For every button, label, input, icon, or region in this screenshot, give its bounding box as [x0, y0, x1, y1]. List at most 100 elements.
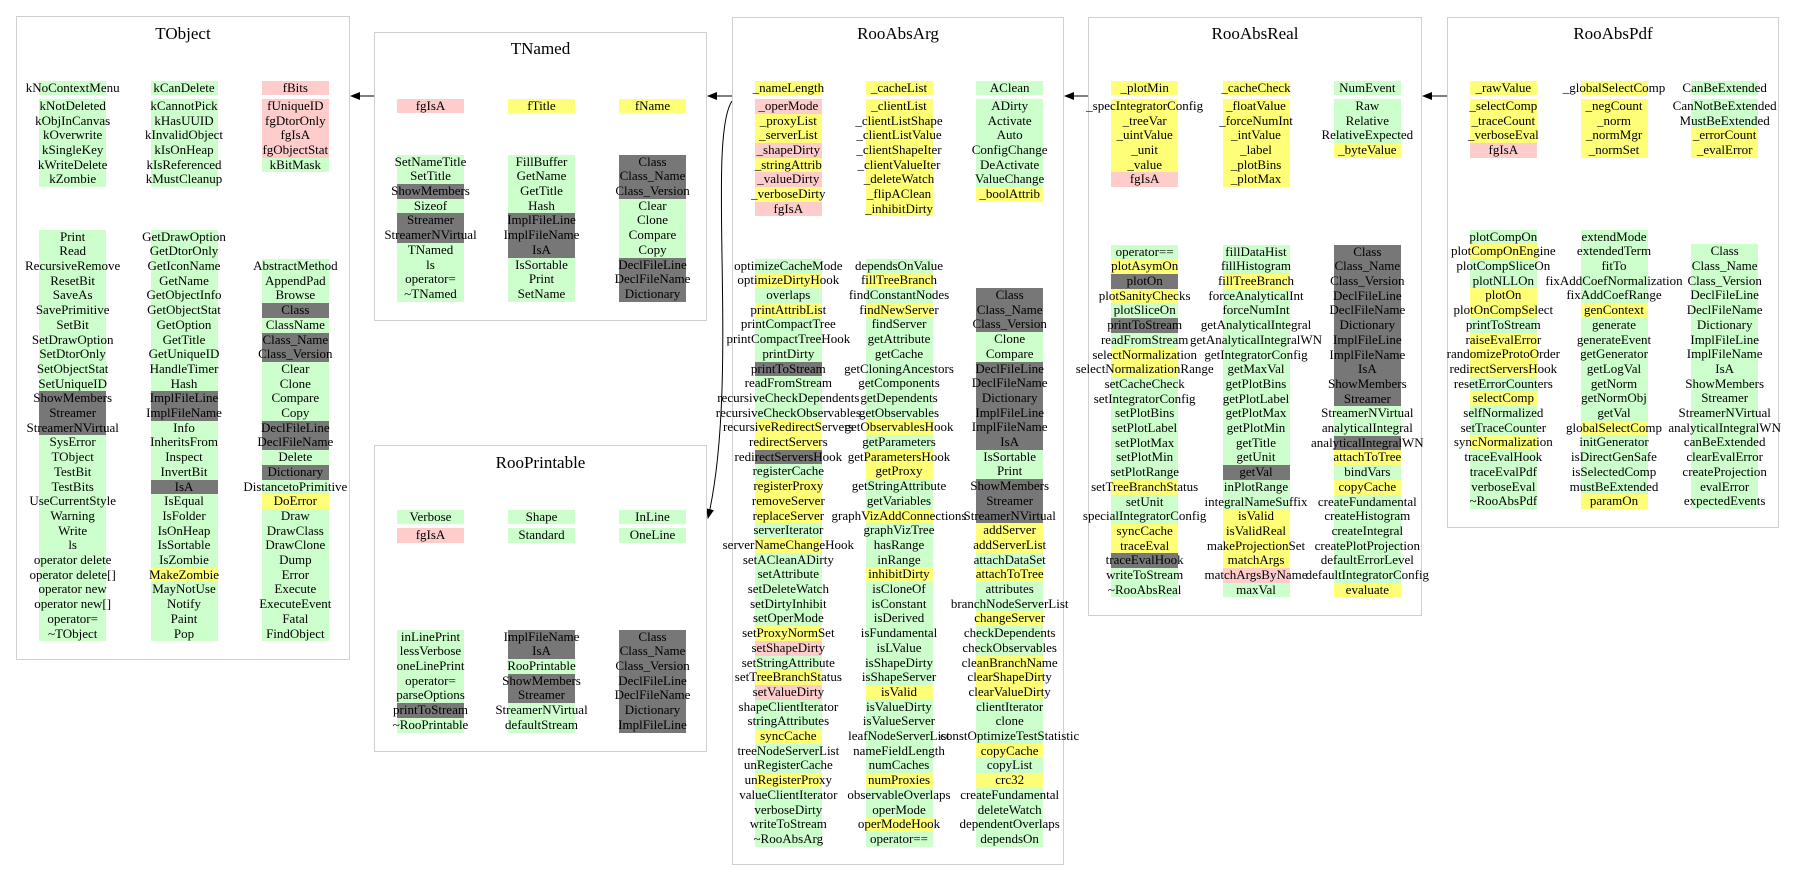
method-implfilename[interactable]: ImplFileName: [1329, 347, 1405, 363]
member-clientlistvalue[interactable]: _clientListValue: [856, 128, 942, 143]
method-declfilename[interactable]: DeclFileName: [972, 376, 1048, 391]
method-showmembers[interactable]: ShowMembers: [1328, 376, 1407, 392]
method-tobject[interactable]: ~TObject: [39, 626, 107, 642]
method-crc32[interactable]: crc32: [976, 772, 1044, 788]
method-class-version[interactable]: Class_Version: [615, 658, 690, 674]
method-class-name[interactable]: Class_Name: [1691, 258, 1759, 274]
method-dependentoverlaps[interactable]: dependentOverlaps: [959, 817, 1060, 832]
method-treenodeserverlist[interactable]: treeNodeServerList: [737, 743, 839, 759]
method-plotcompsliceon[interactable]: plotCompSliceOn: [1456, 258, 1550, 274]
member-norm[interactable]: _norm: [1580, 113, 1648, 129]
method-getval[interactable]: getVal: [1580, 405, 1648, 421]
member-relativeexpected[interactable]: RelativeExpected: [1321, 128, 1413, 143]
method-onelineprint[interactable]: oneLinePrint: [397, 658, 464, 674]
method-getcloningancestors[interactable]: getCloningAncestors: [844, 361, 954, 377]
method-execute[interactable]: Execute: [261, 582, 329, 598]
method-clearvaluedirty[interactable]: clearValueDirty: [969, 684, 1051, 700]
method-getcache[interactable]: getCache: [865, 346, 933, 362]
method-servernamechangehook[interactable]: serverNameChangeHook: [723, 537, 854, 553]
method-operator[interactable]: operator=: [39, 611, 107, 627]
method-registerproxy[interactable]: registerProxy: [753, 478, 823, 494]
method-recursivecheckdependents[interactable]: recursiveCheckDependents: [717, 390, 859, 406]
method-inrange[interactable]: inRange: [865, 552, 933, 568]
method-registercache[interactable]: registerCache: [753, 464, 824, 480]
member-fname[interactable]: fName: [619, 98, 686, 114]
method-usecurrentstyle[interactable]: UseCurrentStyle: [29, 494, 116, 509]
method-dictionary[interactable]: Dictionary: [1333, 317, 1401, 333]
method-getvariables[interactable]: getVariables: [865, 493, 933, 509]
method-matchargs[interactable]: matchArgs: [1222, 553, 1290, 569]
method-dictionary[interactable]: Dictionary: [619, 702, 686, 718]
method-rooabsarg[interactable]: ~RooAbsArg: [754, 831, 823, 847]
method-iszombie[interactable]: IsZombie: [150, 552, 218, 568]
method-globalselectcomp[interactable]: globalSelectComp: [1566, 420, 1662, 436]
member-funiqueid[interactable]: fUniqueID: [261, 98, 329, 114]
method-settitle[interactable]: SetTitle: [397, 169, 464, 185]
method-printcompacttreehook[interactable]: printCompactTreeHook: [726, 331, 850, 347]
method-getmaxval[interactable]: getMaxVal: [1222, 362, 1290, 377]
method-serveriterator[interactable]: serverIterator: [753, 523, 823, 538]
method-printtostream[interactable]: printToStream: [1107, 317, 1182, 333]
member-knocontextmenu[interactable]: kNoContextMenu: [26, 80, 120, 96]
method-streamer[interactable]: Streamer: [976, 493, 1044, 509]
member-inline[interactable]: InLine: [619, 509, 686, 525]
method-isselectedcomp[interactable]: isSelectedComp: [1572, 464, 1656, 480]
method-setplotmax[interactable]: setPlotMax: [1111, 435, 1179, 451]
method-showmembers[interactable]: ShowMembers: [970, 478, 1049, 494]
member-fgisa[interactable]: fgIsA: [1111, 172, 1179, 188]
method-findconstantnodes[interactable]: findConstantNodes: [849, 287, 949, 303]
member-fgisa[interactable]: fgIsA: [397, 527, 464, 543]
method-hash[interactable]: Hash: [508, 198, 575, 214]
method-plotasymon[interactable]: plotAsymOn: [1111, 259, 1178, 275]
method-addserver[interactable]: addServer: [976, 523, 1044, 538]
member-evalerror[interactable]: _evalError: [1691, 142, 1759, 158]
method-class[interactable]: Class: [1691, 244, 1759, 260]
method-getunit[interactable]: getUnit: [1222, 450, 1290, 466]
method-branchnodeserverlist[interactable]: branchNodeServerList: [951, 596, 1069, 612]
method-extendedterm[interactable]: extendedTerm: [1577, 244, 1651, 260]
method-traceevalhook[interactable]: traceEvalHook: [1106, 553, 1184, 569]
member-canbeextended[interactable]: CanBeExtended: [1682, 80, 1767, 96]
method-streamernvirtual[interactable]: StreamerNVirtual: [26, 420, 119, 436]
member-shapedirty[interactable]: _shapeDirty: [754, 142, 822, 158]
method-implfilename[interactable]: ImplFileName: [504, 629, 579, 645]
method-attachtotree[interactable]: attachToTree: [1333, 450, 1401, 466]
method-unregisterproxy[interactable]: unRegisterProxy: [745, 772, 832, 788]
method-maxval[interactable]: maxVal: [1222, 582, 1290, 598]
method-getuniqueid[interactable]: GetUniqueID: [149, 347, 219, 362]
method-printtostream[interactable]: printToStream: [393, 702, 468, 718]
method-operator[interactable]: operator=: [397, 272, 464, 287]
method-isequal[interactable]: IsEqual: [150, 494, 218, 509]
member-valuedirty[interactable]: _valueDirty: [754, 172, 822, 188]
method-setobjectstat[interactable]: SetObjectStat: [37, 361, 108, 377]
method-getobservableshook[interactable]: getObservablesHook: [844, 420, 954, 436]
member-floatvalue[interactable]: _floatValue: [1222, 98, 1290, 114]
method-setshapedirty[interactable]: setShapeDirty: [752, 640, 825, 656]
method-showmembers[interactable]: ShowMembers: [391, 183, 470, 199]
method-clientiterator[interactable]: clientIterator: [976, 699, 1043, 715]
method-isfolder[interactable]: IsFolder: [150, 508, 218, 524]
method-streamernvirtual[interactable]: StreamerNVirtual: [495, 702, 588, 718]
method-drawclone[interactable]: DrawClone: [261, 538, 329, 554]
member-intvalue[interactable]: _intValue: [1222, 128, 1290, 143]
method-writetostream[interactable]: writeToStream: [1106, 567, 1183, 583]
method-initgenerator[interactable]: initGenerator: [1579, 435, 1649, 451]
method-operator[interactable]: operator==: [1111, 244, 1179, 260]
method-isa[interactable]: IsA: [508, 644, 575, 660]
method-class[interactable]: Class: [619, 629, 686, 645]
member-cachecheck[interactable]: _cacheCheck: [1221, 80, 1291, 96]
method-createintegral[interactable]: createIntegral: [1332, 523, 1403, 539]
method-filltreebranch[interactable]: fillTreeBranch: [861, 273, 937, 289]
method-matchargsbyname[interactable]: matchArgsByName: [1204, 567, 1308, 583]
method-syncnormalization[interactable]: syncNormalization: [1454, 435, 1553, 451]
method-ls[interactable]: ls: [397, 257, 464, 273]
member-bytevalue[interactable]: _byteValue: [1333, 142, 1401, 158]
member-oneline[interactable]: OneLine: [619, 527, 686, 543]
method-setname[interactable]: SetName: [508, 286, 575, 302]
method-getoption[interactable]: GetOption: [150, 317, 218, 333]
member-fgdtoronly[interactable]: fgDtorOnly: [261, 113, 329, 129]
method-setuniqueid[interactable]: SetUniqueID: [38, 376, 107, 392]
method-plotnllon[interactable]: plotNLLOn: [1469, 273, 1537, 289]
method-hash[interactable]: Hash: [150, 376, 218, 392]
method-browse[interactable]: Browse: [261, 288, 329, 304]
